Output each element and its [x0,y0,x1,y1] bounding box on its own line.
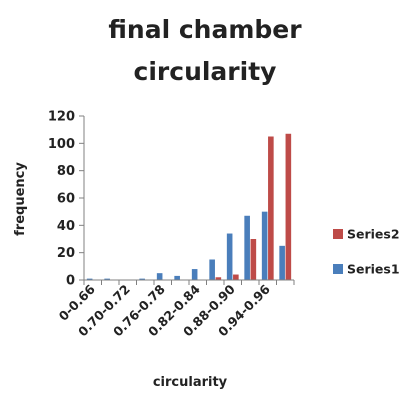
bar-series1-6 [191,269,198,280]
y-tick-label-20: 20 [57,246,75,261]
y-axis-title: frequency [13,162,28,236]
bars [86,133,292,280]
bar-series1-11 [279,245,285,280]
y-tick-label-60: 60 [57,192,75,207]
bar-series2-9 [250,239,257,280]
chart-title-line-2: circularity [134,57,277,86]
bar-series2-8 [233,274,239,280]
x-axis-ticks: 0-0.660.70-0.720.76-0.780.82-0.840.88-0.… [56,280,295,339]
y-tick-label-80: 80 [57,164,75,179]
bar-series1-0 [86,278,93,280]
bar-series1-1 [104,278,110,280]
chart-title-line-1: final chamber [108,15,302,44]
bar-series1-3 [139,278,145,280]
bar-series1-9 [244,215,250,280]
legend-label-series2: Series2 [347,227,400,242]
y-tick-label-100: 100 [48,137,75,152]
bar-series1-5 [174,275,180,280]
bar-series2-10 [268,136,274,280]
y-tick-label-120: 120 [48,110,75,125]
bar-series2-11 [285,133,292,280]
bar-series2-7 [215,277,222,280]
x-axis-title: circularity [153,375,228,390]
y-tick-label-0: 0 [66,274,75,289]
bar-series1-10 [261,211,268,280]
bar-series1-4 [156,273,163,280]
legend-label-series1: Series1 [347,262,400,277]
bar-series1-7 [209,259,215,280]
legend: Series2 Series1 [333,227,400,277]
y-tick-label-40: 40 [57,219,75,234]
y-axis-ticks: 0 20 40 60 80 100 120 [48,110,84,289]
legend-swatch-series2 [333,229,343,239]
legend-swatch-series1 [333,264,343,274]
axes [83,116,294,281]
bar-series1-8 [226,233,233,280]
